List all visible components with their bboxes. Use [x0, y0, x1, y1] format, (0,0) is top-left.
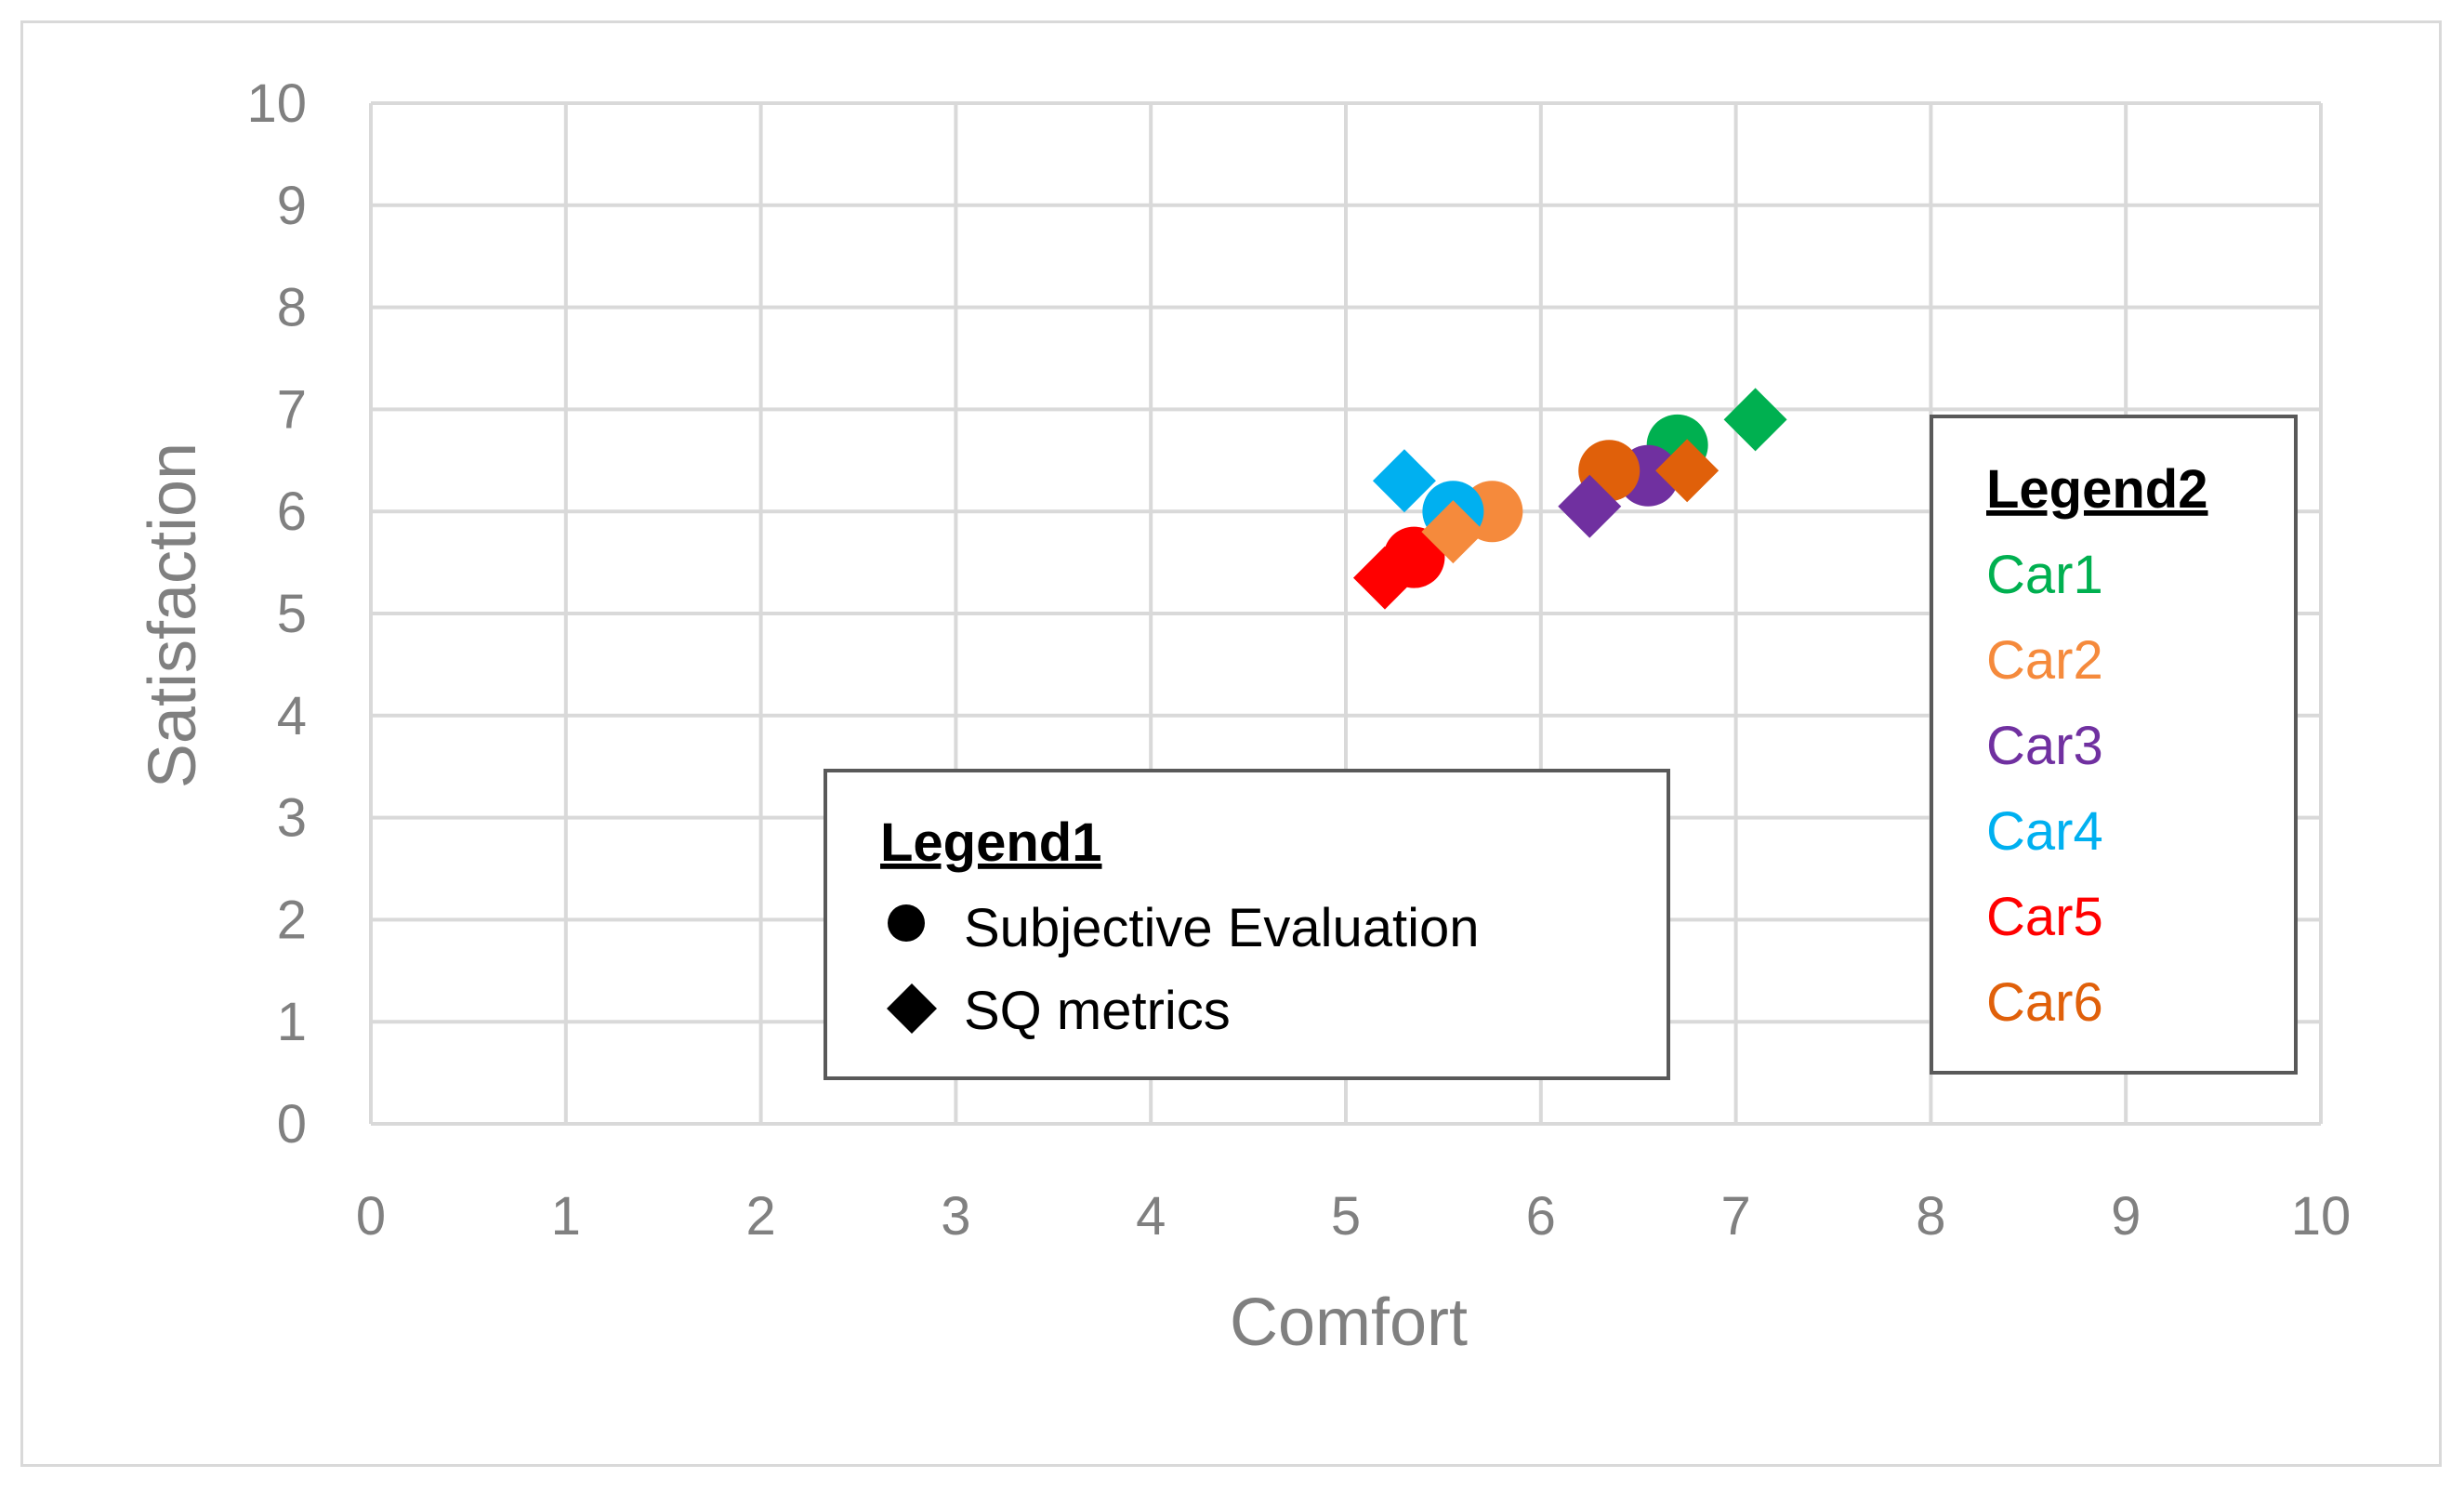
legend2-car3: Car3 [1986, 716, 2103, 776]
legend2-car2: Car2 [1986, 630, 2103, 691]
y-tick-label-3: 3 [277, 788, 307, 849]
y-tick-label-1: 1 [277, 992, 307, 1052]
x-tick-label-5: 5 [1331, 1186, 1361, 1247]
legend1-diamond-marker [887, 983, 937, 1034]
marker-car4-sq [1372, 449, 1436, 513]
legend1-circle-marker [888, 904, 925, 942]
data-markers [1352, 388, 1787, 610]
y-tick-label-5: 5 [277, 584, 307, 644]
y-tick-label-7: 7 [277, 379, 307, 440]
y-tick-label-2: 2 [277, 890, 307, 950]
legend-cars: Legend2 Car1 Car2 Car3 Car4 Car5 Car6 [1930, 415, 2298, 1075]
marker-car2-sq [1421, 500, 1485, 564]
y-axis-title: Satisfaction [136, 442, 210, 788]
x-tick-label-9: 9 [2111, 1186, 2141, 1247]
x-tick-label-2: 2 [745, 1186, 775, 1247]
y-tick-label-8: 8 [277, 278, 307, 338]
x-tick-label-3: 3 [941, 1186, 970, 1247]
y-tick-label-6: 6 [277, 482, 307, 542]
x-tick-label-7: 7 [1720, 1186, 1750, 1247]
y-tick-labels: 0 1 2 3 4 5 6 7 8 9 10 [246, 73, 307, 1155]
y-tick-label-9: 9 [277, 176, 307, 236]
x-tick-label-6: 6 [1526, 1186, 1556, 1247]
marker-car1-sq [1723, 388, 1787, 452]
marker-car5-sq [1352, 546, 1416, 610]
legend1-title: Legend1 [880, 812, 1102, 873]
legend1-box [824, 769, 1670, 1080]
legend2-car1: Car1 [1986, 545, 2103, 605]
legend1-subjective-label: Subjective Evaluation [964, 898, 1480, 958]
legend2-car5: Car5 [1986, 887, 2103, 947]
y-tick-label-0: 0 [277, 1094, 307, 1155]
marker-car3-sq [1558, 474, 1622, 538]
legend-markers: Legend1 Subjective Evaluation SQ metrics [824, 769, 1670, 1080]
x-axis-title: Comfort [1230, 1286, 1468, 1360]
legend2-car4: Car4 [1986, 801, 2103, 862]
x-tick-label-8: 8 [1916, 1186, 1945, 1247]
y-tick-label-10: 10 [246, 73, 307, 134]
y-tick-label-4: 4 [277, 686, 307, 746]
x-tick-label-4: 4 [1136, 1186, 1166, 1247]
legend2-box [1930, 415, 2298, 1075]
x-tick-label-1: 1 [551, 1186, 581, 1247]
legend1-sq-label: SQ metrics [964, 981, 1231, 1041]
x-tick-label-0: 0 [356, 1186, 386, 1247]
legend2-title: Legend2 [1986, 459, 2208, 520]
x-tick-labels: 0 1 2 3 4 5 6 7 8 9 10 [356, 1186, 2351, 1247]
marker-car6-sq [1655, 439, 1720, 503]
legend2-car6: Car6 [1986, 972, 2103, 1033]
x-tick-label-10: 10 [2291, 1186, 2352, 1247]
